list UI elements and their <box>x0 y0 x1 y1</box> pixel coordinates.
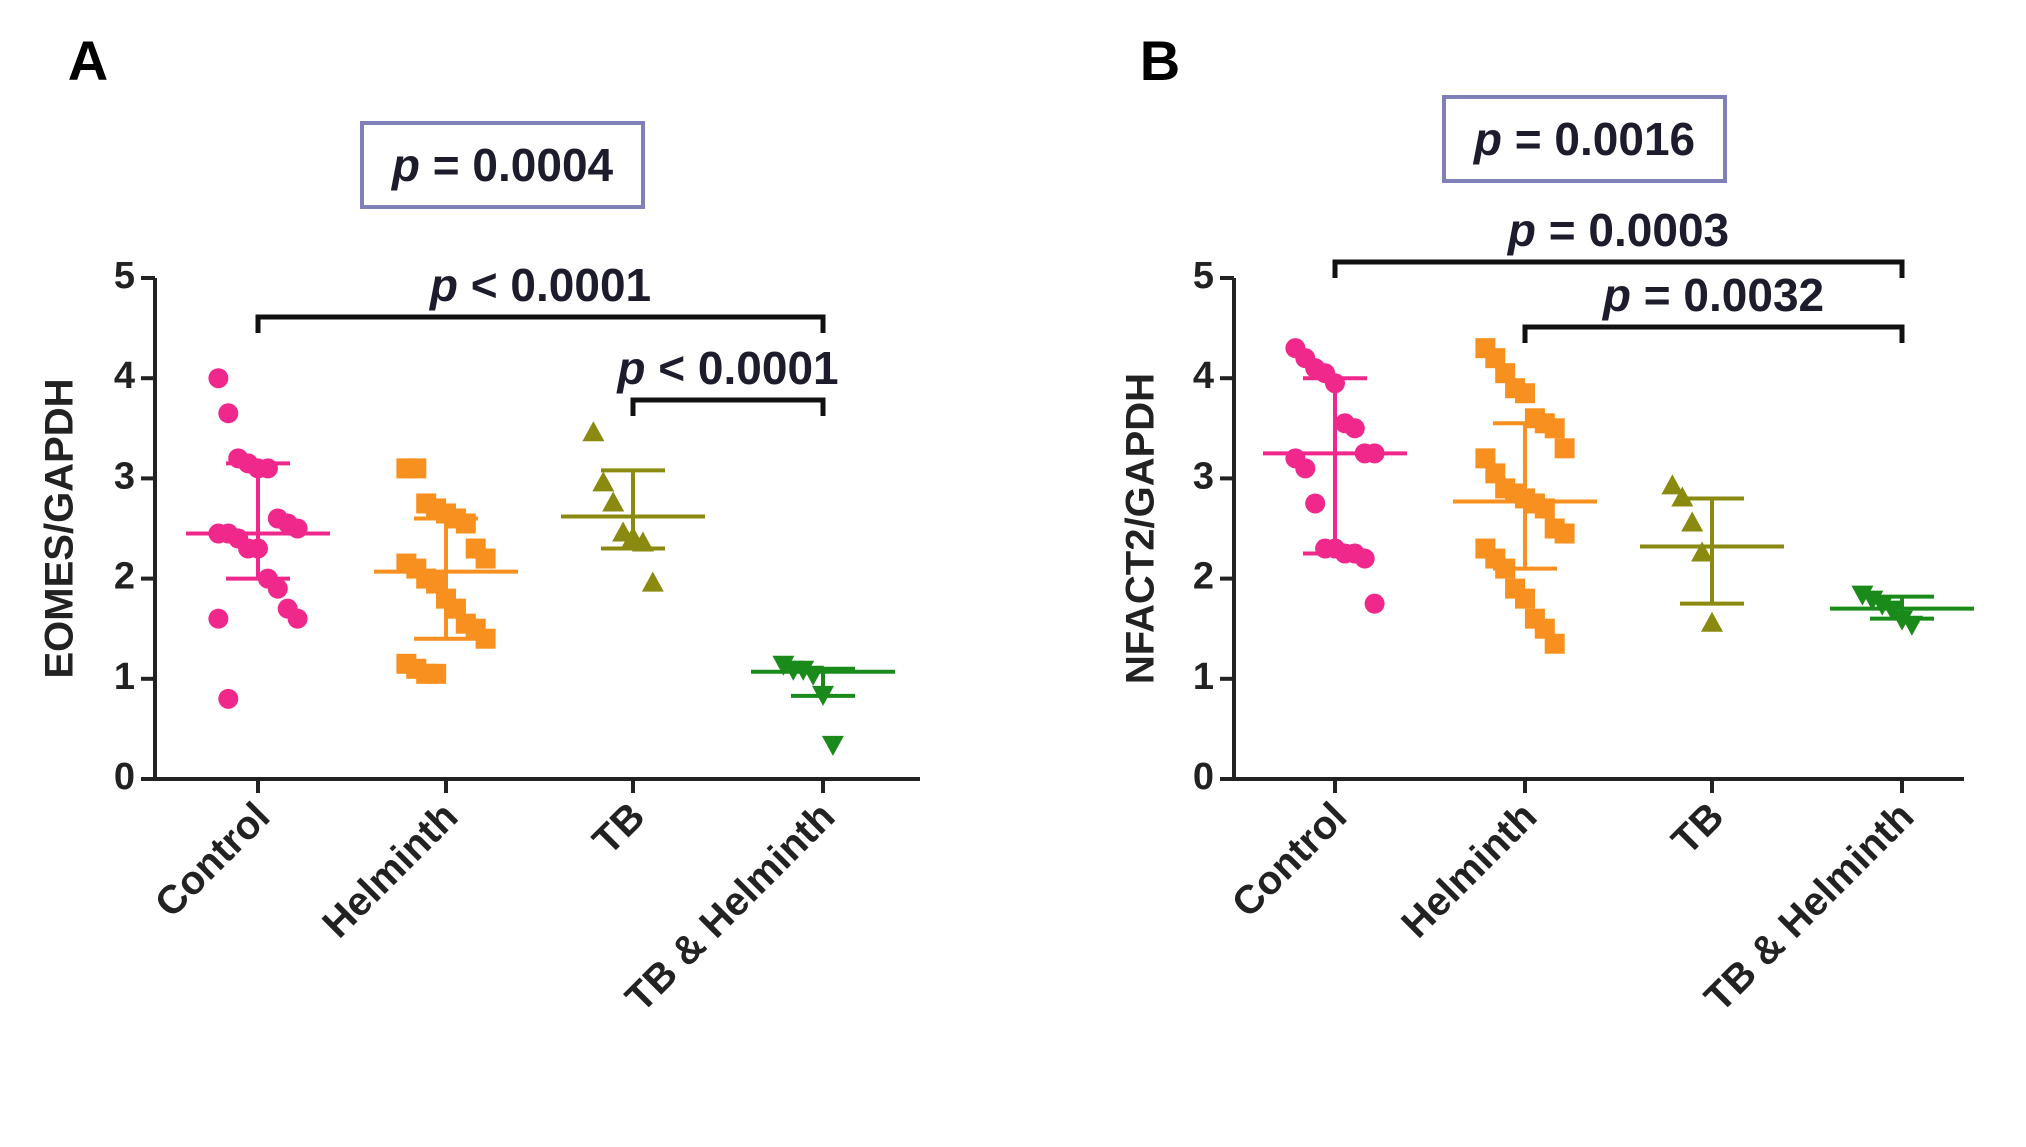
y-axis-label: EOMES/GAPDH <box>38 378 82 678</box>
x-tick-label: Control <box>1224 794 1356 926</box>
dot <box>1485 463 1506 484</box>
y-tick-label: 1 <box>114 656 135 698</box>
x-tick-label: TB <box>585 794 654 863</box>
dot <box>1544 633 1565 654</box>
dot <box>1475 448 1496 469</box>
dot <box>1661 474 1684 495</box>
dot <box>641 571 664 592</box>
comparison-bracket <box>255 314 826 333</box>
dot <box>631 531 654 552</box>
dot <box>602 491 625 512</box>
y-tick-label: 2 <box>114 556 135 598</box>
p-text: = 0.0003 <box>1536 204 1729 256</box>
x-tick-label: Helminth <box>1393 794 1545 946</box>
dot <box>218 688 239 709</box>
dot <box>1871 595 1894 616</box>
dot <box>1534 618 1555 639</box>
annotation-box <box>360 121 645 209</box>
dot <box>208 368 229 389</box>
dot <box>1515 588 1535 609</box>
p-symbol: p <box>1472 113 1502 165</box>
y-tick-label: 3 <box>1193 455 1214 497</box>
boxed-annotation: p = 0.0016 <box>1472 113 1695 165</box>
dot <box>445 598 466 619</box>
comparison-bracket <box>1522 324 1905 343</box>
y-tick-label: 5 <box>114 255 135 297</box>
dot <box>475 628 496 649</box>
dot <box>1344 418 1365 439</box>
dot <box>267 578 288 599</box>
comparison-label: p = 0.0003 <box>1506 204 1729 256</box>
dot <box>1364 593 1385 614</box>
dot <box>287 608 308 629</box>
dot <box>475 548 496 569</box>
p-symbol: p <box>615 342 645 394</box>
dot <box>406 458 427 479</box>
dot <box>1485 348 1506 369</box>
x-tick-label: Control <box>147 794 279 926</box>
comparison-bracket <box>1332 259 1905 278</box>
dot <box>426 573 447 594</box>
dot <box>426 663 447 684</box>
dot <box>1534 498 1555 519</box>
comparison-label: p < 0.0001 <box>615 342 838 394</box>
y-tick-label: 0 <box>1193 756 1214 798</box>
comparison-label: p < 0.0001 <box>428 259 651 311</box>
dot <box>1681 511 1704 532</box>
dot <box>1554 438 1575 459</box>
dot <box>1851 585 1874 606</box>
dot <box>582 421 605 442</box>
p-symbol: p <box>1506 204 1536 256</box>
dot <box>1900 615 1923 636</box>
y-tick-label: 0 <box>114 756 135 798</box>
y-tick-label: 4 <box>114 355 135 397</box>
dot <box>772 655 795 676</box>
dot <box>592 471 615 492</box>
dot <box>1515 383 1535 404</box>
x-tick-label: Helminth <box>314 794 466 946</box>
p-symbol: p <box>390 139 420 191</box>
p-text: < 0.0001 <box>645 342 838 394</box>
dot <box>1305 493 1326 514</box>
y-tick-label: 4 <box>1193 355 1214 397</box>
boxed-annotation: p = 0.0004 <box>390 139 614 191</box>
dot <box>1554 523 1575 544</box>
annotation-box <box>1442 95 1727 183</box>
dot <box>821 735 844 756</box>
x-tick-label: TB <box>1664 794 1733 863</box>
panel-label: B <box>1140 29 1180 92</box>
p-text: = 0.0016 <box>1502 113 1695 165</box>
p-text: < 0.0001 <box>458 259 651 311</box>
comparison-label: p = 0.0032 <box>1601 269 1824 321</box>
p-symbol: p <box>1601 269 1631 321</box>
p-text: = 0.0004 <box>420 139 614 191</box>
y-axis-label: NFACT2/GAPDH <box>1119 373 1163 684</box>
dot <box>1295 458 1316 479</box>
y-tick-label: 3 <box>114 455 135 497</box>
y-tick-label: 2 <box>1193 556 1214 598</box>
dot <box>208 608 229 629</box>
comparison-bracket <box>630 397 826 416</box>
panel-label: A <box>68 29 108 92</box>
dot <box>218 403 239 424</box>
dot <box>1691 541 1714 562</box>
y-tick-label: 5 <box>1193 255 1214 297</box>
dot <box>1495 363 1516 384</box>
x-tick-label: TB & Helminth <box>1696 794 1922 1020</box>
p-symbol: p <box>428 259 458 311</box>
p-text: = 0.0032 <box>1631 269 1824 321</box>
y-tick-label: 1 <box>1193 656 1214 698</box>
x-tick-label: TB & Helminth <box>617 794 843 1020</box>
dot <box>1701 611 1723 632</box>
